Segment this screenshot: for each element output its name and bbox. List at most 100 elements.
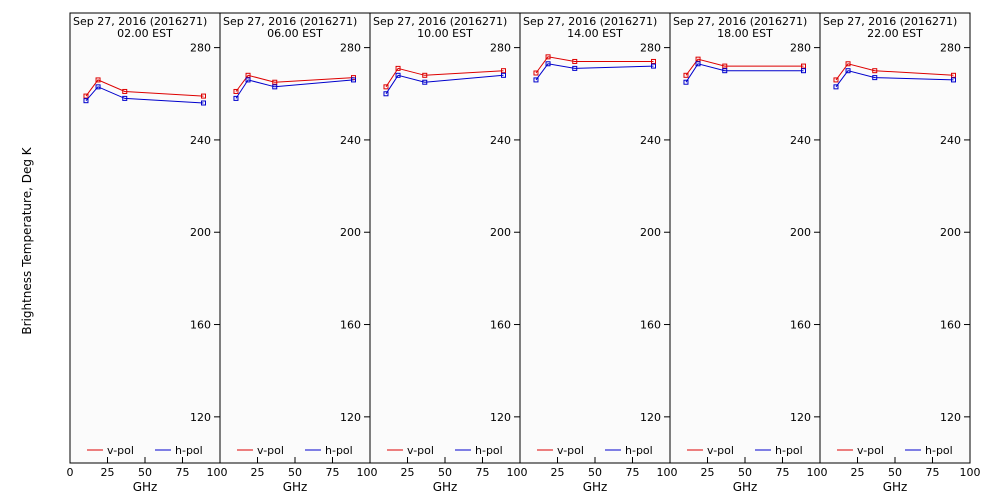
x-tick-label: 0 — [67, 466, 74, 479]
x-tick-label: 25 — [401, 466, 415, 479]
v-pol-point — [872, 68, 878, 74]
v-pol-line — [535, 56, 654, 74]
h-pol-point — [872, 75, 878, 81]
h-pol-point — [833, 84, 839, 90]
v-pol-point — [651, 58, 656, 64]
y-axis-title: Brightness Temperature, Deg K — [20, 146, 34, 334]
legend-h-pol-label: h-pol — [925, 444, 953, 457]
panel-date-label: Sep 27, 2016 (2016271) — [523, 15, 657, 28]
x-axis-title: GHz — [583, 480, 608, 494]
y-tick-label: 200 — [340, 226, 361, 239]
v-pol-point — [833, 77, 839, 83]
h-pol-point — [695, 61, 701, 67]
panel-frame — [519, 12, 671, 464]
x-tick-label: 100 — [207, 466, 228, 479]
h-pol-point — [422, 79, 428, 85]
legend-v-pol-label: v-pol — [707, 444, 734, 457]
y-tick-label: 280 — [490, 42, 511, 55]
x-tick-label: 25 — [101, 466, 115, 479]
y-tick-label: 280 — [640, 42, 661, 55]
y-tick-label: 160 — [490, 319, 511, 332]
panel-frame — [669, 12, 821, 464]
panel-date-label: Sep 27, 2016 (2016271) — [223, 15, 357, 28]
legend-h-pol-label: h-pol — [625, 444, 653, 457]
panel-time-label: 02.00 EST — [117, 27, 173, 40]
v-pol-line — [835, 63, 954, 81]
x-tick-label: 100 — [657, 466, 678, 479]
h-pol-point — [245, 77, 251, 83]
v-pol-line — [685, 58, 804, 76]
h-pol-point — [845, 68, 851, 74]
v-pol-line — [235, 74, 354, 92]
x-tick-label: 75 — [476, 466, 490, 479]
h-pol-point — [122, 95, 128, 101]
v-pol-point — [533, 70, 539, 76]
v-pol-point — [122, 88, 128, 94]
panel-3: Sep 27, 2016 (2016271)10.00 EST 120 160 200… — [369, 12, 528, 494]
v-pol-point — [383, 84, 389, 90]
h-pol-point — [201, 100, 206, 106]
panel-2: Sep 27, 2016 (2016271)06.00 EST 120 160 200… — [219, 12, 378, 494]
h-pol-point — [383, 91, 389, 97]
panel-5: Sep 27, 2016 (2016271)18.00 EST 120 160 200… — [669, 12, 828, 494]
y-tick-label: 120 — [640, 411, 661, 424]
h-pol-point — [683, 79, 689, 85]
panel-time-label: 10.00 EST — [417, 27, 473, 40]
h-pol-point — [951, 77, 956, 83]
h-pol-line — [535, 63, 654, 81]
h-pol-point — [801, 68, 806, 74]
legend-h-pol-label: h-pol — [325, 444, 353, 457]
y-tick-label: 160 — [790, 319, 811, 332]
v-pol-point — [951, 72, 956, 78]
v-pol-point — [395, 65, 401, 71]
y-tick-label: 160 — [640, 319, 661, 332]
h-pol-line — [685, 63, 804, 83]
y-tick-label: 240 — [940, 134, 961, 147]
y-tick-label: 280 — [190, 42, 211, 55]
y-tick-label: 160 — [190, 319, 211, 332]
x-tick-label: 25 — [251, 466, 265, 479]
h-pol-line — [385, 74, 504, 95]
h-pol-line — [235, 79, 354, 99]
h-pol-point — [351, 77, 356, 83]
panel-date-label: Sep 27, 2016 (2016271) — [373, 15, 507, 28]
x-tick-label: 25 — [701, 466, 715, 479]
x-tick-label: 50 — [438, 466, 452, 479]
y-tick-label: 280 — [790, 42, 811, 55]
x-axis-title: GHz — [733, 480, 758, 494]
x-axis-title: GHz — [283, 480, 308, 494]
legend-h-pol-label: h-pol — [175, 444, 203, 457]
v-pol-point — [845, 61, 851, 67]
panel-6: Sep 27, 2016 (2016271)22.00 EST 120 160 200… — [819, 12, 981, 494]
h-pol-point — [83, 98, 89, 104]
v-pol-point — [695, 56, 701, 62]
v-pol-point — [233, 88, 239, 94]
x-tick-label: 75 — [176, 466, 190, 479]
v-pol-line — [385, 67, 504, 88]
legend-h-pol-label: h-pol — [475, 444, 503, 457]
panel-frame — [369, 12, 521, 464]
h-pol-line — [835, 70, 954, 88]
y-tick-label: 160 — [340, 319, 361, 332]
legend-v-pol-label: v-pol — [557, 444, 584, 457]
panel-time-label: 22.00 EST — [867, 27, 923, 40]
x-axis-title: GHz — [133, 480, 158, 494]
v-pol-point — [272, 79, 278, 85]
y-tick-label: 120 — [940, 411, 961, 424]
h-pol-point — [533, 77, 539, 83]
v-pol-point — [95, 77, 101, 83]
legend-h-pol-label: h-pol — [775, 444, 803, 457]
x-tick-label: 75 — [326, 466, 340, 479]
y-tick-label: 200 — [940, 226, 961, 239]
x-tick-label: 50 — [138, 466, 152, 479]
v-pol-point — [245, 72, 251, 78]
y-tick-label: 160 — [940, 319, 961, 332]
y-tick-label: 120 — [790, 411, 811, 424]
h-pol-point — [722, 68, 728, 74]
x-tick-label: 100 — [807, 466, 828, 479]
v-pol-point — [683, 72, 689, 78]
x-tick-label: 25 — [851, 466, 865, 479]
y-tick-label: 240 — [790, 134, 811, 147]
h-pol-point — [651, 63, 656, 69]
x-axis-title: GHz — [883, 480, 908, 494]
